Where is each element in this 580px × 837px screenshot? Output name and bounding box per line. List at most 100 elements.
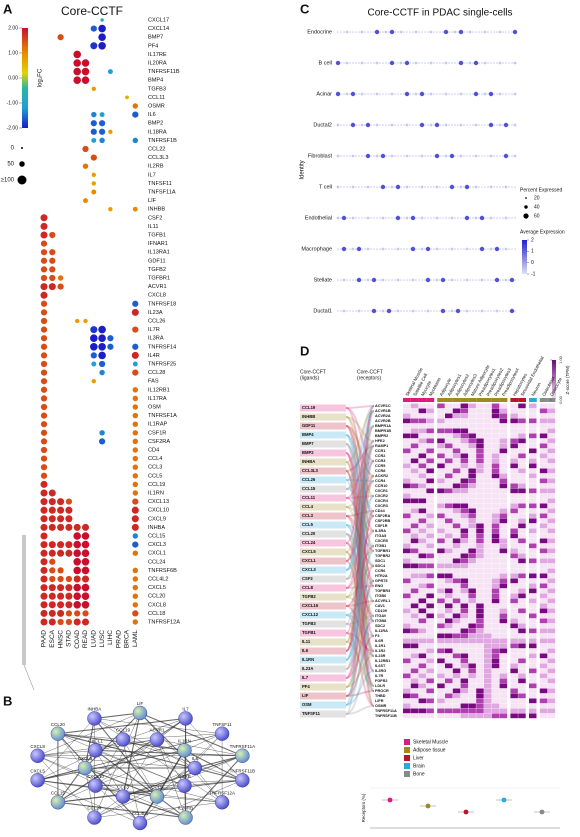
background-dot bbox=[472, 186, 474, 188]
heatmap-cell bbox=[410, 508, 419, 514]
background-dot bbox=[488, 122, 494, 128]
dot bbox=[81, 592, 90, 600]
background-dot bbox=[412, 31, 414, 33]
link bbox=[345, 650, 375, 715]
background-dot bbox=[444, 92, 448, 96]
heatmap-cell bbox=[484, 453, 492, 459]
dot bbox=[100, 18, 104, 22]
heatmap-cell bbox=[476, 633, 484, 639]
ligand-box bbox=[300, 701, 346, 709]
dot bbox=[132, 421, 139, 427]
heatmap-cell bbox=[484, 413, 492, 419]
heatmap-cell bbox=[491, 458, 500, 464]
heatmap-cell bbox=[445, 493, 453, 499]
heatmap-cell bbox=[445, 713, 453, 719]
node bbox=[115, 789, 131, 804]
gene-label: IL23A bbox=[148, 310, 163, 316]
dot bbox=[40, 429, 48, 436]
dot bbox=[132, 395, 139, 402]
heatmap-cell bbox=[529, 513, 537, 519]
gene-label: CCL3 bbox=[148, 465, 162, 471]
heatmap-cell bbox=[484, 543, 492, 549]
heatmap-cell bbox=[403, 653, 411, 659]
background-dot bbox=[487, 217, 489, 219]
heatmap-cell bbox=[452, 493, 461, 499]
dot bbox=[48, 506, 56, 514]
background-dot bbox=[382, 124, 384, 126]
node-label: LIF bbox=[137, 701, 144, 706]
heatmap-cell bbox=[418, 428, 427, 434]
link bbox=[345, 445, 375, 472]
background-dot bbox=[360, 30, 364, 34]
link bbox=[345, 670, 375, 706]
node-label: CCL20 bbox=[51, 722, 66, 727]
edge bbox=[95, 750, 124, 797]
heatmap-cell bbox=[491, 633, 500, 639]
group-bar bbox=[22, 535, 26, 665]
background-dot bbox=[352, 31, 354, 33]
heatmap-cell bbox=[499, 433, 508, 439]
edge bbox=[37, 755, 196, 769]
dot bbox=[91, 181, 96, 186]
heatmap-cell bbox=[476, 698, 484, 704]
background-dot bbox=[502, 155, 504, 157]
link bbox=[345, 524, 375, 602]
heatmap-cell bbox=[460, 678, 469, 684]
heatmap-cell bbox=[445, 683, 453, 689]
heatmap-cell bbox=[476, 403, 484, 409]
gene-label: INHBA bbox=[148, 525, 165, 531]
heatmap-cell bbox=[403, 703, 411, 709]
background-dot bbox=[415, 310, 417, 312]
node-label: CXCL5 bbox=[30, 768, 45, 773]
dot bbox=[48, 498, 56, 506]
heatmap-cell bbox=[437, 638, 445, 644]
heatmap-cell bbox=[403, 628, 411, 634]
heatmap-cell bbox=[476, 628, 484, 634]
background-dot bbox=[418, 155, 420, 157]
heatmap-cell bbox=[410, 543, 419, 549]
background-dot bbox=[358, 124, 360, 126]
dot bbox=[90, 154, 97, 161]
background-dot bbox=[385, 155, 387, 157]
dot bbox=[40, 438, 48, 445]
tissue-bar bbox=[529, 398, 537, 402]
background-dot bbox=[494, 277, 500, 283]
background-dot bbox=[484, 279, 486, 281]
background-dot bbox=[409, 217, 411, 219]
heatmap-cell bbox=[418, 423, 427, 429]
heatmap-cell bbox=[499, 458, 508, 464]
heatmap-cell bbox=[518, 618, 526, 624]
background-dot bbox=[406, 31, 408, 33]
link bbox=[345, 461, 375, 617]
heatmap-cell bbox=[418, 418, 427, 424]
edge bbox=[122, 739, 141, 824]
cancer-label: LUAD bbox=[91, 630, 98, 648]
heatmap-cell bbox=[460, 483, 469, 489]
background-dot bbox=[364, 62, 366, 64]
heatmap-cell bbox=[403, 633, 411, 639]
node bbox=[187, 760, 203, 776]
node-label: IL20RB bbox=[178, 806, 193, 811]
dot bbox=[132, 593, 139, 599]
heatmap-cell bbox=[403, 683, 411, 689]
background-dot bbox=[403, 93, 405, 95]
gene-label: GDF11 bbox=[148, 258, 166, 264]
heatmap-cell bbox=[510, 628, 518, 634]
dot bbox=[57, 498, 65, 506]
heatmap-cell bbox=[403, 488, 411, 494]
heatmap-cell bbox=[484, 533, 492, 539]
dot bbox=[73, 549, 81, 557]
heatmap-cell bbox=[529, 428, 537, 434]
dot bbox=[49, 575, 56, 583]
heatmap-cell bbox=[452, 568, 461, 574]
dot bbox=[132, 567, 139, 574]
heatmap-cell bbox=[445, 583, 453, 589]
background-dot bbox=[421, 31, 423, 33]
heatmap-cell bbox=[476, 538, 484, 544]
heatmap-cell bbox=[468, 448, 476, 454]
heatmap-cell bbox=[499, 508, 508, 514]
dot bbox=[57, 609, 65, 617]
heatmap-cell bbox=[403, 548, 411, 554]
heatmap-cell bbox=[484, 493, 492, 499]
dot bbox=[132, 343, 139, 350]
